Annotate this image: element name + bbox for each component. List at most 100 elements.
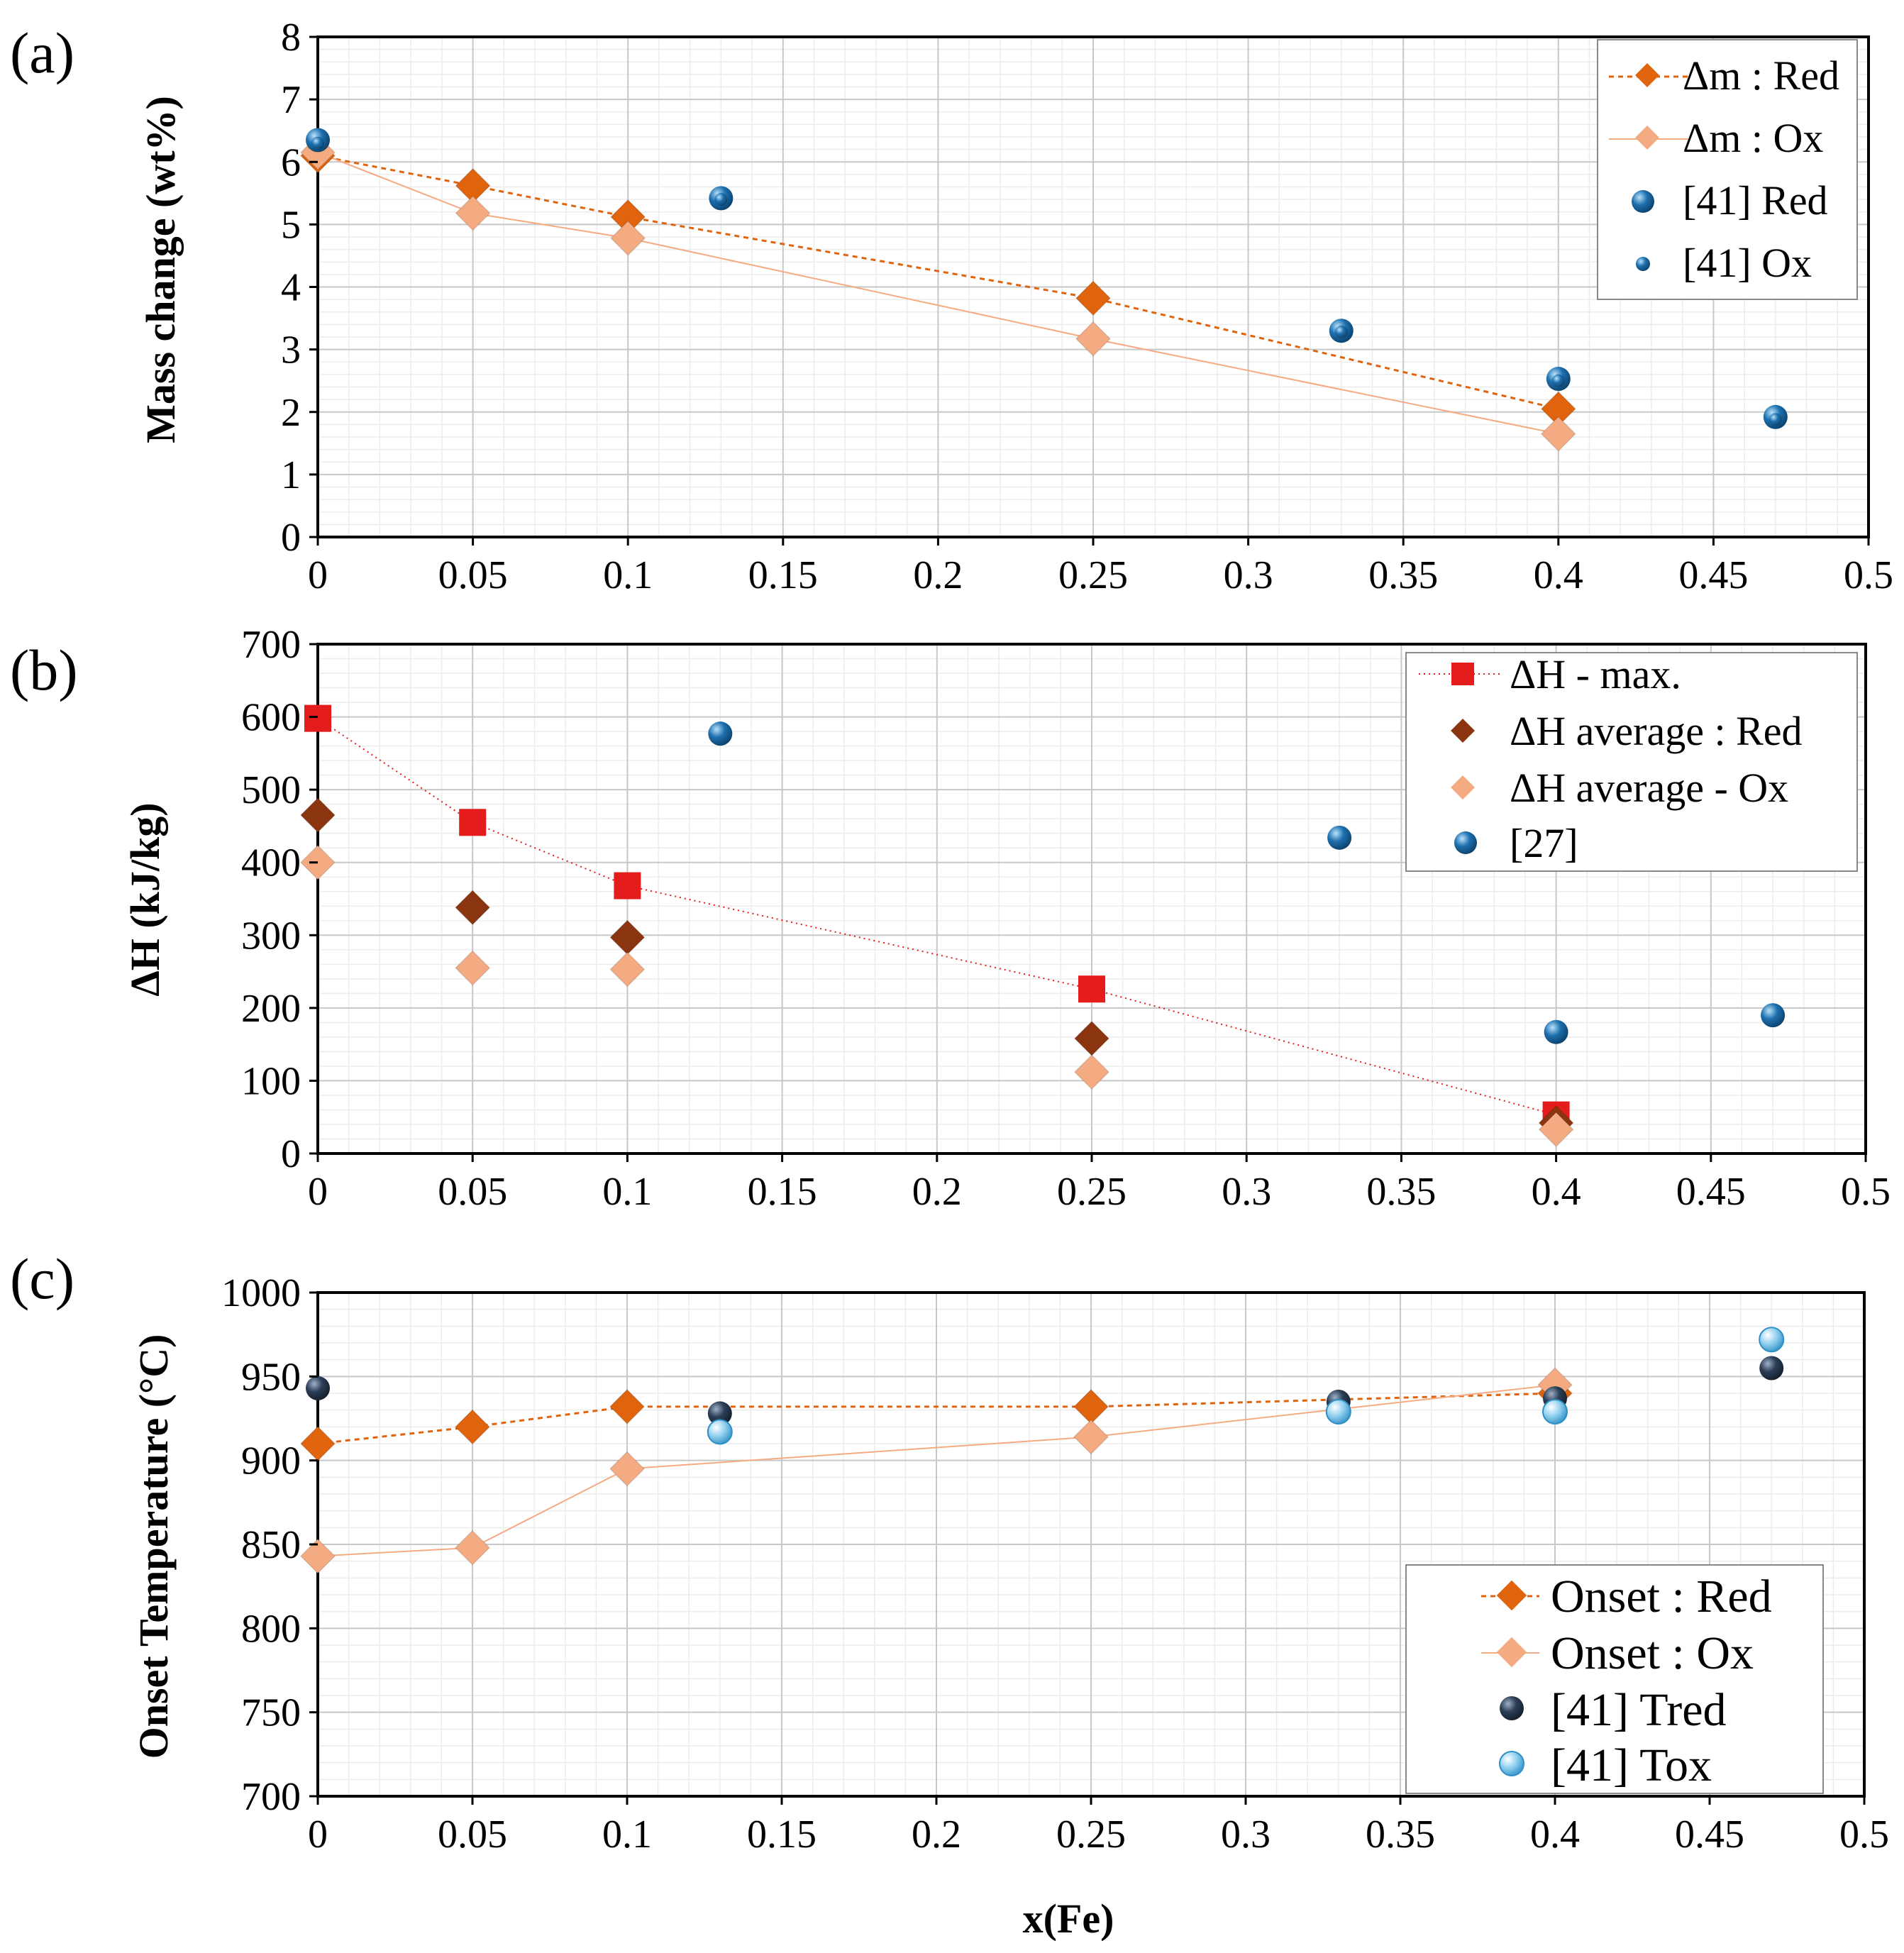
- panel-c-x-tick-label: 0.1: [602, 1813, 652, 1857]
- panel-c-series-2-point: [1759, 1356, 1784, 1381]
- panel-a-x-tick-label: 0: [308, 553, 328, 597]
- panel-c-legend-item-tox: [41] Tox: [1499, 1739, 1712, 1791]
- panel-b-y-tick-label: 0: [281, 1132, 301, 1176]
- panel-c-x-tick-label: 0.25: [1056, 1813, 1126, 1857]
- panel-b-y-tick-label: 200: [241, 987, 301, 1031]
- panel-a-series-3-point: [1551, 374, 1565, 387]
- panel-c-x-tick-label: 0.15: [747, 1813, 817, 1857]
- panel-c-series-1-point: [1073, 1419, 1109, 1455]
- panel-c-onset-temperature: (c) Onset Temperature (°C) 0 0.05 0.1 0.15 0…: [10, 1246, 1889, 1857]
- x-axis-label: x(Fe): [1023, 1896, 1114, 1942]
- panel-c-legend: Onset : Red Onset : Ox [41] Tred [41] To…: [1405, 1564, 1824, 1794]
- panel-a-legend-item-ref-ox: [41] Ox: [1636, 240, 1812, 286]
- panel-b-x-tick-label: 0.15: [748, 1170, 817, 1214]
- panel-a-x-tick-label: 0.5: [1844, 553, 1893, 597]
- panel-c-x-tick-label: 0.3: [1221, 1813, 1271, 1857]
- panel-b-x-tick-label: 0.05: [438, 1170, 507, 1214]
- panel-c-series-1-point: [609, 1451, 646, 1487]
- panel-b-legend-label-avg-red: ΔH average : Red: [1510, 708, 1803, 754]
- panel-a-series-3-point: [1769, 413, 1782, 426]
- panel-b-x-tick-label: 0.5: [1841, 1170, 1891, 1214]
- panel-b-x-tick-label: 0.4: [1532, 1170, 1581, 1214]
- panel-b-ylabel: ΔH (kJ/kg): [122, 802, 168, 996]
- panel-c-y-tick-label: 750: [241, 1691, 301, 1735]
- panel-c-x-tick-label: 0: [308, 1813, 328, 1857]
- panel-b-series-0-point: [459, 809, 487, 836]
- panel-b-legend-item-ref: [27]: [1454, 820, 1578, 866]
- panel-a-legend: Δm : Red Δm : Ox [41] Red [41] Ox: [1597, 39, 1858, 300]
- panel-c-series-1-point: [299, 1538, 336, 1574]
- panel-c-ylabel: Onset Temperature (°C): [131, 1334, 177, 1759]
- panel-a-x-tick-label: 0.1: [603, 553, 653, 597]
- panel-b-x-tick-label: 0.45: [1676, 1170, 1746, 1214]
- panel-b-series-2-point: [609, 951, 646, 987]
- panel-a-legend-item-red: Δm : Red: [1609, 52, 1839, 99]
- panel-b-x-tick-label: 0: [308, 1170, 328, 1214]
- panel-b-series-1-point: [1073, 1020, 1110, 1056]
- panel-c-series-0-point: [1073, 1388, 1109, 1424]
- panel-c-legend-label-tred: [41] Tred: [1551, 1684, 1727, 1736]
- panel-a-ylabel: Mass change (wt%): [138, 96, 184, 443]
- panel-a-y-tick-label: 3: [281, 328, 301, 372]
- panel-b-series-3-point: [708, 721, 733, 746]
- panel-a-series-1-point: [610, 220, 646, 256]
- panel-b-legend-label-max: ΔH - max.: [1510, 651, 1681, 697]
- panel-c-y-tick-label: 700: [241, 1775, 301, 1819]
- panel-c-x-tick-label: 0.5: [1839, 1813, 1889, 1857]
- panel-b-x-tick-label: 0.3: [1222, 1170, 1271, 1214]
- panel-a-x-tick-label: 0.15: [748, 553, 818, 597]
- panel-b-x-tick-label: 0.2: [912, 1170, 962, 1214]
- panel-a-y-tick-label: 0: [281, 516, 301, 560]
- panel-c-x-tick-label: 0.4: [1530, 1813, 1580, 1857]
- panel-b-y-tick-label: 600: [241, 696, 301, 740]
- panel-b-series-1-point: [455, 890, 491, 926]
- panel-c-x-tick-label: 0.2: [912, 1813, 961, 1857]
- panel-a-series-3-point: [1334, 325, 1348, 338]
- panel-c-y-tick-label: 850: [241, 1523, 301, 1567]
- panel-a-x-tick-label: 0.2: [913, 553, 963, 597]
- panel-a-label: (a): [10, 21, 74, 85]
- panel-c-legend-label-red: Onset : Red: [1551, 1571, 1772, 1622]
- panel-c-x-tick-label: 0.45: [1675, 1813, 1744, 1857]
- panel-b-series-2-point: [1073, 1054, 1110, 1090]
- panel-a-legend-label-ref-red: [41] Red: [1683, 177, 1828, 223]
- panel-c-y-tick-label: 950: [241, 1355, 301, 1399]
- panel-b-series-1-point: [299, 797, 336, 834]
- panel-c-series-1-point: [454, 1529, 491, 1566]
- panel-a-x-tick-label: 0.4: [1534, 553, 1583, 597]
- panel-b-x-tick-label: 0.1: [602, 1170, 652, 1214]
- panel-c-series-0-point: [454, 1409, 491, 1445]
- panel-c-y-tick-label: 1000: [221, 1271, 301, 1315]
- panel-b-series-0-point: [614, 872, 641, 900]
- panel-b-series-3-point: [1327, 825, 1352, 850]
- panel-b-legend-label-avg-ox: ΔH average - Ox: [1510, 765, 1788, 811]
- panel-a-y-tick-label: 2: [281, 391, 301, 435]
- panel-c-legend-label-tox: [41] Tox: [1551, 1739, 1712, 1791]
- panel-c-x-tick-label: 0.35: [1366, 1813, 1435, 1857]
- panel-a-legend-item-ox: Δm : Ox: [1609, 115, 1823, 161]
- panel-b-series-0-point: [1078, 975, 1105, 1003]
- panel-b-legend-item-max: ΔH - max.: [1419, 651, 1681, 697]
- panel-c-series-3-point: [707, 1419, 733, 1445]
- panel-a-series-1-point: [1540, 416, 1576, 452]
- panel-a-series-1-point: [455, 195, 491, 231]
- panel-c-label: (c): [10, 1246, 74, 1311]
- panel-a-legend-item-ref-red: [41] Red: [1632, 177, 1828, 223]
- panel-b-series-3-point: [1761, 1003, 1786, 1028]
- panel-a-x-tick-label: 0.05: [438, 553, 508, 597]
- panel-b-series-2-point: [455, 950, 491, 986]
- panel-b-enthalpy: (b) ΔH (kJ/kg) 0 0.05 0.1 0.15 0.2 0.25 0.3 0.3…: [10, 623, 1891, 1214]
- panel-a-x-tick-label: 0.25: [1058, 553, 1128, 597]
- panel-b-x-tick-label: 0.25: [1057, 1170, 1127, 1214]
- panel-c-legend-box: [1405, 1564, 1824, 1794]
- panel-a-y-tick-label: 1: [281, 453, 301, 497]
- panel-b-legend: ΔH - max. ΔH average : Red ΔH average - …: [1405, 651, 1858, 872]
- panel-a-y-tick-label: 4: [281, 266, 301, 310]
- panel-c-y-tick-label: 800: [241, 1607, 301, 1651]
- panel-a-x-tick-label: 0.35: [1368, 553, 1438, 597]
- panel-a-mass-change: (a) Mass change (wt%) 0 0.05 0.1 0.15 0.2 0.2…: [10, 16, 1893, 597]
- panel-b-legend-item-avg-ox: ΔH average - Ox: [1451, 765, 1788, 811]
- panel-a-y-tick-label: 6: [281, 140, 301, 184]
- panel-c-series-2-point: [707, 1401, 732, 1426]
- panel-c-series-3-point: [1325, 1399, 1351, 1425]
